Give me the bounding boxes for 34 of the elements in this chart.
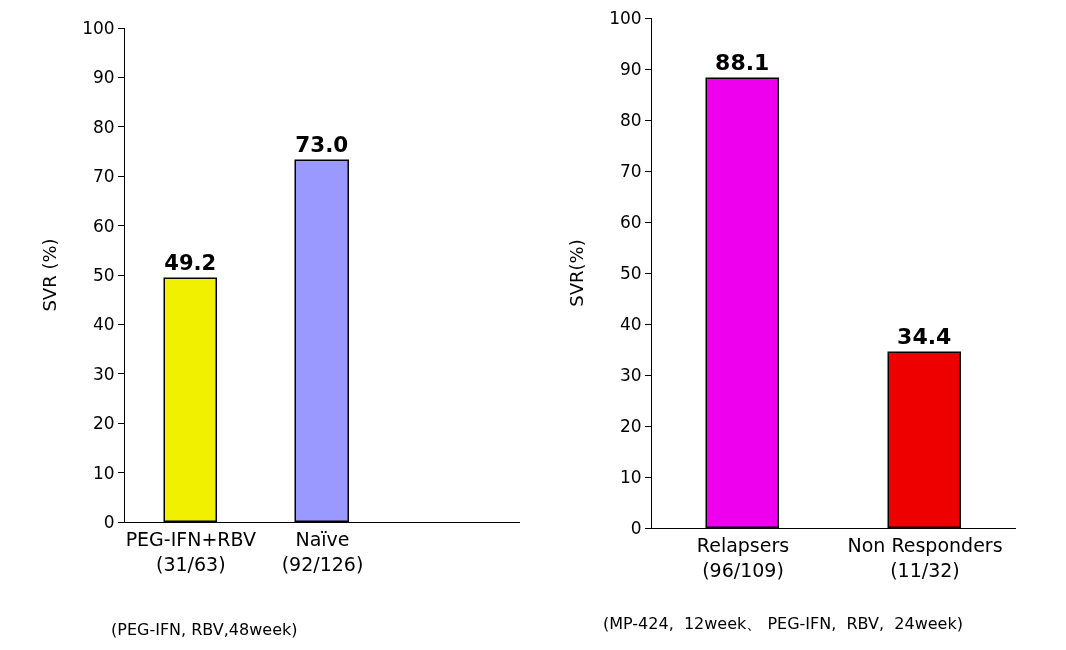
x-tick-label: Non Responders (11/32) <box>847 533 1003 581</box>
y-tick-label: 80 <box>92 116 115 137</box>
y-tick-label: 30 <box>92 363 115 384</box>
y-tick-label: 70 <box>92 166 115 187</box>
y-tick-label: 100 <box>609 7 642 28</box>
y-tick-label: 50 <box>92 264 115 285</box>
y-tick-label: 90 <box>92 67 115 88</box>
data-label: 49.2 <box>164 250 217 276</box>
data-label: 73.0 <box>295 132 349 158</box>
y-tick-label: 30 <box>619 364 642 385</box>
y-tick-label: 20 <box>619 415 642 436</box>
x-tick-label: Relapsers (96/109) <box>696 533 790 581</box>
y-axis-title: SVR (%) <box>39 238 61 312</box>
x-tick-label: PEG-IFN+RBV (31/63) <box>125 527 257 575</box>
y-tick-label: 20 <box>92 413 115 434</box>
text: (PEG-IFN, RBV,48week) <box>111 620 298 639</box>
y-tick-label: 0 <box>103 511 115 532</box>
x-tick-label: Naïve (92/126) <box>281 527 364 575</box>
text: (MP-424, 12week、 PEG-IFN, RBV, 24week) <box>603 614 963 633</box>
y-tick-label: 0 <box>630 517 642 538</box>
y-tick-label: 60 <box>619 211 642 232</box>
y-tick-label: 50 <box>619 262 642 283</box>
y-tick-label: 100 <box>82 17 115 38</box>
y-tick-label: 40 <box>92 314 115 335</box>
data-label: 34.4 <box>897 324 952 350</box>
y-tick-label: 80 <box>619 109 642 130</box>
y-tick-label: 60 <box>92 215 115 236</box>
y-tick-label: 40 <box>619 313 642 334</box>
y-tick-label: 10 <box>619 466 642 487</box>
y-tick-label: 90 <box>619 58 642 79</box>
y-tick-label: 10 <box>92 462 115 483</box>
y-tick-label: 70 <box>619 160 642 181</box>
y-axis-title: SVR(%) <box>566 239 588 307</box>
data-label: 88.1 <box>715 50 770 76</box>
